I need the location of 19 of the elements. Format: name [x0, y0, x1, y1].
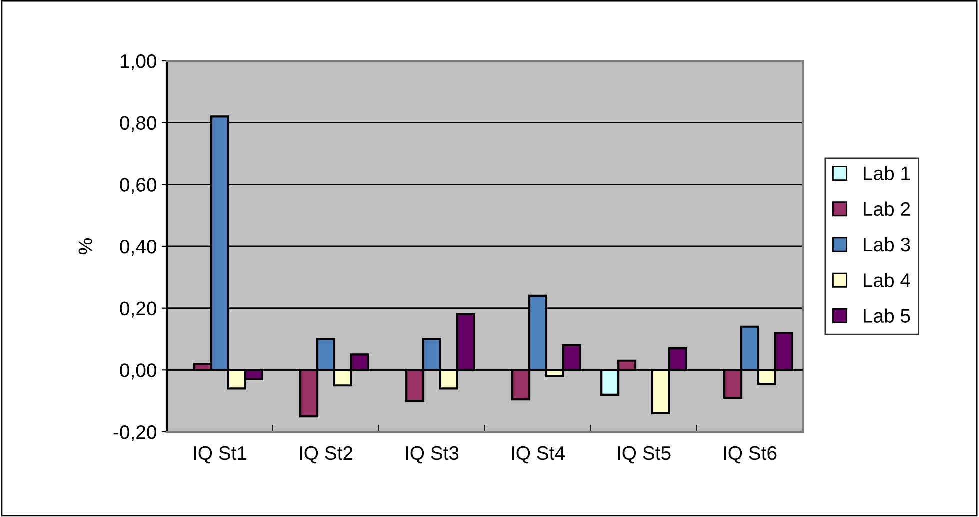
legend-label: Lab 3 — [864, 237, 910, 252]
y-tick-label: 0,80 — [120, 116, 157, 132]
y-tick-label: 0,00 — [120, 364, 157, 380]
x-tick-label: IQ St6 — [724, 446, 777, 464]
x-tick-label: IQ St4 — [512, 446, 565, 464]
x-tick-label: IQ St2 — [300, 446, 353, 464]
legend-label: Lab 1 — [864, 166, 910, 180]
x-tick-label: IQ St3 — [406, 446, 459, 464]
y-tick-label: 1,00 — [120, 54, 157, 71]
y-tick-label: 0,40 — [120, 240, 157, 256]
y-tick-label: -0,20 — [114, 425, 157, 442]
legend-label: Lab 4 — [864, 273, 910, 288]
y-tick-label: 0,60 — [120, 178, 157, 194]
legend-label: Lab 5 — [864, 308, 910, 323]
y-tick-label: 0,20 — [120, 302, 157, 318]
x-tick-label: IQ St1 — [194, 446, 247, 464]
x-tick-label: IQ St5 — [618, 446, 671, 464]
legend-label: Lab 2 — [864, 202, 910, 216]
y-axis-title: % — [78, 238, 92, 254]
